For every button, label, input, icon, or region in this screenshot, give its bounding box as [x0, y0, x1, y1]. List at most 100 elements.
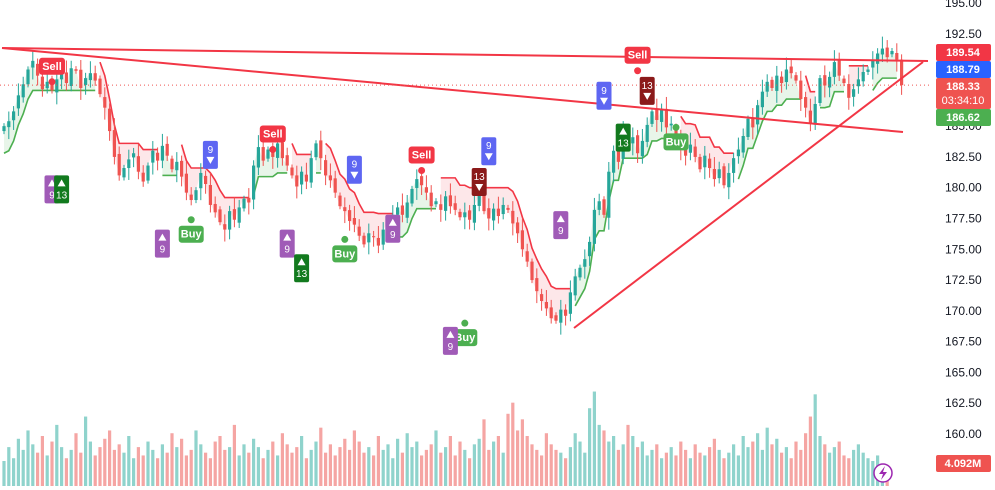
candle-body [837, 60, 841, 76]
trendlines[interactable] [1, 47, 929, 329]
volume-bar [7, 447, 11, 486]
candle-body [861, 71, 865, 82]
candle-body [549, 307, 553, 319]
volume-bar [184, 455, 188, 486]
mid-trendline[interactable] [1, 47, 904, 133]
candle [564, 304, 568, 326]
candle-body [314, 143, 318, 158]
volume-bar [592, 391, 596, 486]
candle-body [554, 315, 558, 321]
candle [568, 280, 572, 322]
candle-body [74, 69, 78, 71]
candle-body [103, 97, 107, 108]
candle [31, 51, 35, 80]
volume-bar [612, 436, 616, 486]
candle [717, 161, 721, 184]
volume-bar [573, 433, 577, 486]
candle [295, 165, 299, 199]
stop-line-down [180, 144, 249, 199]
signal-dot [48, 78, 56, 86]
volume-bar [242, 444, 246, 486]
candle [199, 163, 203, 201]
candle [232, 197, 236, 228]
volume-bar [866, 458, 870, 486]
triangle-down-icon [206, 156, 215, 164]
rising-trendline[interactable] [573, 61, 924, 329]
candle [362, 232, 366, 248]
volume-bar [439, 452, 443, 486]
last-price-text: 188.79 [946, 64, 980, 76]
volume-bar [645, 455, 649, 486]
candle-body [381, 229, 385, 245]
candle [309, 150, 313, 188]
volume-bar [180, 438, 184, 486]
count-up-badge: 13 [294, 254, 310, 283]
candle-body [770, 79, 774, 88]
candle [640, 128, 644, 164]
candle-body [16, 95, 20, 109]
candle-body [727, 172, 731, 188]
candle [468, 205, 472, 230]
candle-body [597, 201, 601, 210]
candle-body [789, 66, 793, 74]
volume-bar [420, 455, 424, 486]
volume-bar [607, 441, 611, 486]
candle [151, 141, 155, 175]
price-axis[interactable]: 195.00192.50190.00187.50185.00182.50180.… [932, 0, 995, 490]
candle [472, 193, 476, 231]
count-number: 9 [601, 86, 607, 97]
volume-bar [660, 458, 664, 486]
price-tick-label: 167.50 [945, 335, 982, 349]
trend-band [325, 143, 393, 246]
candle [333, 170, 337, 198]
candle [880, 36, 884, 62]
candle-body [573, 276, 577, 296]
candle-body [693, 146, 697, 157]
candle-body [271, 152, 275, 157]
candle [367, 223, 371, 255]
candle [194, 187, 198, 204]
candle [45, 74, 49, 94]
candle-body [640, 140, 644, 157]
candle-body [194, 190, 198, 201]
candle [64, 60, 68, 91]
candle-body [578, 267, 582, 278]
candle-body [813, 103, 817, 125]
candle-body [616, 149, 620, 162]
candle [832, 50, 836, 85]
candle [688, 132, 692, 161]
volume-bar [16, 438, 20, 486]
volume-bar [578, 441, 582, 486]
volume-bar [434, 430, 438, 486]
candle [165, 136, 169, 161]
lightning-button[interactable] [873, 463, 893, 483]
candle-body [708, 158, 712, 169]
candle-body [751, 117, 755, 128]
signal-box [332, 245, 358, 263]
stop-line-up [872, 77, 897, 91]
candle-body [775, 75, 779, 91]
triangle-down-icon [643, 92, 652, 100]
volume-bar [482, 419, 486, 486]
volume-bar [520, 419, 524, 486]
volume-bar [348, 449, 352, 486]
volume-bar [770, 444, 774, 486]
candle [98, 75, 102, 98]
candle-body [36, 63, 40, 76]
stop-line-down [804, 75, 816, 93]
candle-body [506, 207, 510, 210]
upper-trendline[interactable] [1, 47, 929, 62]
candle [247, 188, 251, 215]
volume-bar [79, 452, 83, 486]
triangle-up-icon [297, 258, 306, 266]
signal-dot [269, 146, 277, 154]
candle [175, 152, 179, 183]
candle-body [122, 168, 126, 178]
candle [7, 111, 11, 140]
volume-bar [871, 461, 875, 486]
volume-bar [784, 447, 788, 486]
candle-body [880, 48, 884, 55]
volume-bar [544, 433, 548, 486]
buy-signal: Buy [178, 216, 204, 243]
